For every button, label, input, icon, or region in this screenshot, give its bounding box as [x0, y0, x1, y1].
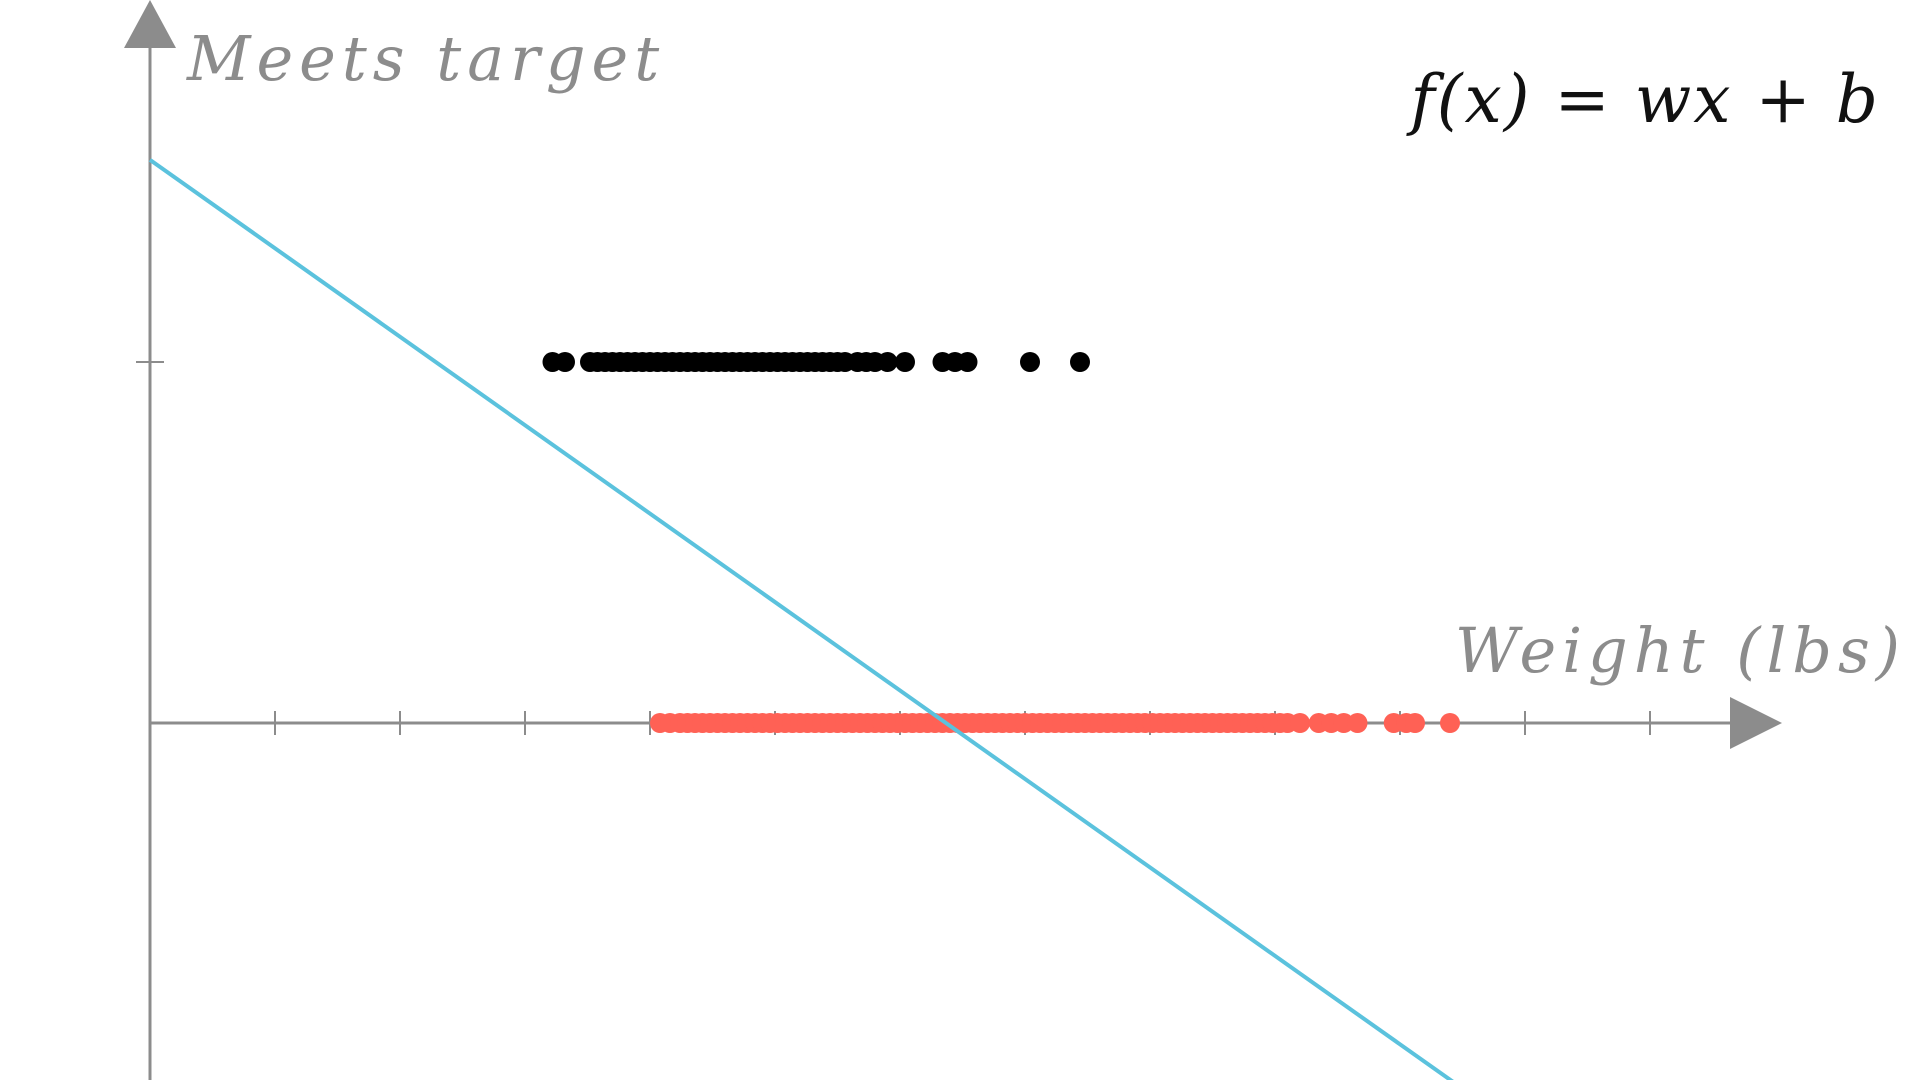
data-point-negative	[1290, 713, 1310, 733]
data-point-positive	[877, 352, 898, 372]
data-point-positive	[1070, 352, 1090, 372]
data-points	[542, 352, 1460, 733]
data-point-positive	[1020, 352, 1040, 372]
data-point-negative	[1440, 713, 1460, 733]
data-point-negative	[1347, 713, 1368, 733]
data-point-negative	[1405, 713, 1425, 733]
formula-annotation: f(x) = wx + b	[1405, 61, 1880, 138]
y-axis-label: Meets target	[186, 22, 665, 95]
y-axis-ticks	[136, 361, 164, 363]
regression-line	[148, 158, 1454, 1080]
data-point-positive	[555, 352, 575, 372]
y-axis-arrow	[124, 0, 176, 48]
x-axis-arrow	[1730, 697, 1782, 749]
x-axis-label: Weight (lbs)	[1455, 614, 1906, 687]
data-point-positive	[895, 352, 915, 372]
data-point-positive	[957, 352, 978, 372]
data-point-negative	[1333, 713, 1354, 733]
